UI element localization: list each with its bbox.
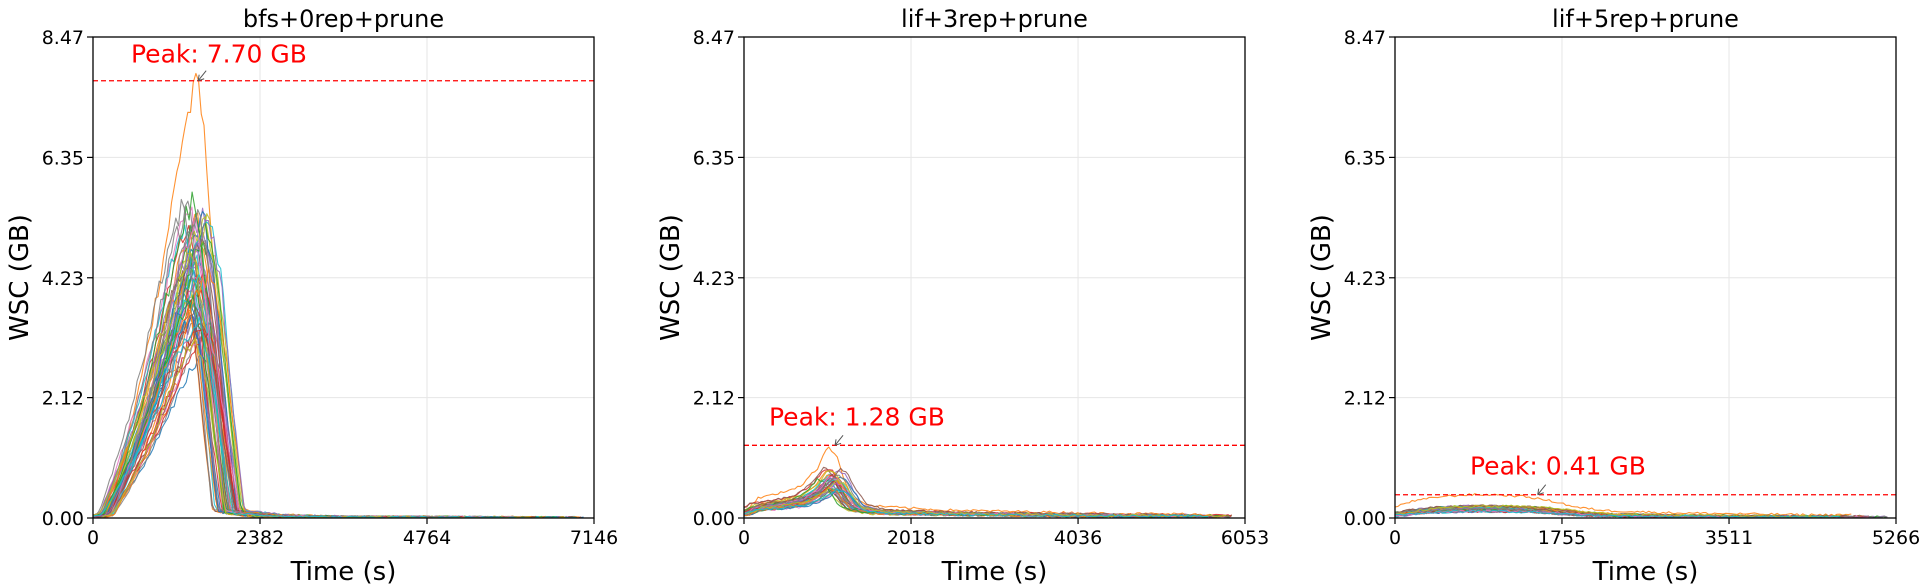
- x-axis-label: Time (s): [941, 557, 1048, 585]
- y-tick-label: 4.23: [1344, 268, 1386, 290]
- x-tick-label: 5266: [1872, 527, 1920, 549]
- y-tick-label: 2.12: [42, 388, 84, 410]
- chart-title: bfs+0rep+prune: [243, 5, 444, 33]
- panel-1: Peak: 7.70 GB 0 2382 4764 7146 0.00 2.12 4.23 6.…: [5, 5, 618, 585]
- x-tick-label: 6053: [1221, 527, 1269, 549]
- panel-3: Peak: 0.41 GB 0 1755 3511 5266 0.00 2.12 4.23 6.…: [1307, 5, 1920, 585]
- x-tick-label: 1755: [1538, 527, 1586, 549]
- chart-title: lif+5rep+prune: [1552, 5, 1739, 33]
- x-tick-label: 4764: [403, 527, 451, 549]
- y-tick-label: 0.00: [1344, 508, 1386, 530]
- series-line: [744, 467, 1162, 517]
- series-line: [744, 488, 1209, 518]
- series-line: [744, 479, 1227, 518]
- y-tick-label: 2.12: [693, 388, 735, 410]
- x-tick-label: 0: [87, 527, 99, 549]
- series-line: [93, 316, 580, 518]
- y-tick-label: 2.12: [1344, 388, 1386, 410]
- x-axis-label: Time (s): [290, 557, 397, 585]
- x-tick-label: 2382: [236, 527, 284, 549]
- y-tick-label: 0.00: [693, 508, 735, 530]
- y-tick-label: 6.35: [1344, 147, 1386, 169]
- series-line: [93, 209, 513, 518]
- peak-arrow: [197, 70, 207, 82]
- y-axis-label: WSC (GB): [5, 214, 35, 341]
- chart-title: lif+3rep+prune: [901, 5, 1088, 33]
- y-tick-label: 8.47: [693, 27, 735, 49]
- series-line: [744, 476, 1185, 518]
- peak-label: Peak: 0.41 GB: [1470, 452, 1646, 481]
- x-tick-label: 7146: [570, 527, 618, 549]
- series-group: [93, 72, 584, 518]
- y-tick-label: 0.00: [42, 508, 84, 530]
- x-tick-label: 2018: [887, 527, 935, 549]
- series-line: [744, 446, 1197, 516]
- series-group: [744, 446, 1233, 518]
- panel-2: Peak: 1.28 GB 0 2018 4036 6053 0.00 2.12 4.23 6.…: [656, 5, 1269, 585]
- y-tick-label: 6.35: [693, 147, 735, 169]
- x-axis-label: Time (s): [1592, 557, 1699, 585]
- x-tick-label: 4036: [1054, 527, 1102, 549]
- peak-label: Peak: 7.70 GB: [131, 40, 307, 69]
- peak-arrow: [834, 434, 844, 446]
- peak-arrow: [1537, 484, 1547, 496]
- series-line: [93, 72, 527, 518]
- y-tick-label: 6.35: [42, 147, 84, 169]
- y-tick-label: 8.47: [42, 27, 84, 49]
- x-tick-label: 0: [738, 527, 750, 549]
- series-line: [93, 274, 578, 518]
- series-line: [1395, 509, 1841, 518]
- x-tick-label: 0: [1389, 527, 1401, 549]
- y-axis-label: WSC (GB): [1307, 214, 1337, 341]
- x-tick-label: 3511: [1705, 527, 1753, 549]
- series-group: [1395, 493, 1888, 518]
- series-line: [93, 265, 580, 518]
- y-axis-label: WSC (GB): [656, 214, 686, 341]
- y-tick-label: 4.23: [42, 268, 84, 290]
- y-tick-label: 8.47: [1344, 27, 1386, 49]
- peak-label: Peak: 1.28 GB: [769, 402, 945, 431]
- y-tick-label: 4.23: [693, 268, 735, 290]
